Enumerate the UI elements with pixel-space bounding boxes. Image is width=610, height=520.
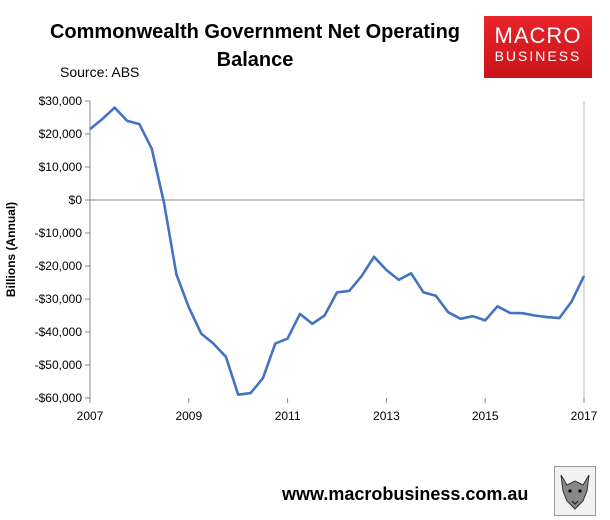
y-tick-label: -$50,000 — [35, 358, 83, 372]
logo-text-macro: MACRO — [494, 23, 582, 48]
x-tick-label: 2011 — [275, 409, 301, 423]
logo-text-business: BUSINESS — [494, 48, 582, 64]
x-tick-label: 2009 — [175, 409, 202, 423]
y-tick-label: -$20,000 — [35, 259, 83, 273]
y-tick-label: $10,000 — [39, 160, 83, 174]
macrobusiness-logo[interactable]: MACRO BUSINESS — [484, 16, 592, 78]
title-line-1: Commonwealth Government Net Operating — [49, 21, 461, 43]
y-tick-label: -$30,000 — [35, 292, 83, 306]
chart-title: Commonwealth Government Net Operating Ba… — [20, 18, 490, 74]
wolf-icon — [554, 466, 596, 516]
series-line-net-operating-balance — [89, 106, 586, 397]
y-tick-label: $0 — [69, 193, 83, 207]
y-axis-label: Billions (Annual) — [4, 202, 18, 297]
x-tick-label: 2017 — [571, 409, 598, 423]
x-tick-label: 2013 — [373, 409, 400, 423]
x-axis-ticks: 2007 2009 2011 2013 2015 2017 — [77, 398, 598, 423]
title-line-2: Balance — [216, 49, 294, 71]
y-tick-label: $20,000 — [39, 127, 83, 141]
y-tick-label: -$60,000 — [35, 391, 83, 405]
x-tick-label: 2015 — [472, 409, 499, 423]
y-tick-label: -$40,000 — [35, 325, 83, 339]
y-tick-label: $30,000 — [39, 94, 83, 108]
x-tick-label: 2007 — [77, 409, 104, 423]
y-axis-ticks: $30,000 $20,000 $10,000 $0 -$10,000 -$20,000 -… — [35, 94, 90, 405]
y-tick-label: -$10,000 — [35, 226, 83, 240]
source-note: Source: ABS — [60, 64, 140, 80]
footer-url[interactable]: www.macrobusiness.com.au — [282, 484, 529, 504]
